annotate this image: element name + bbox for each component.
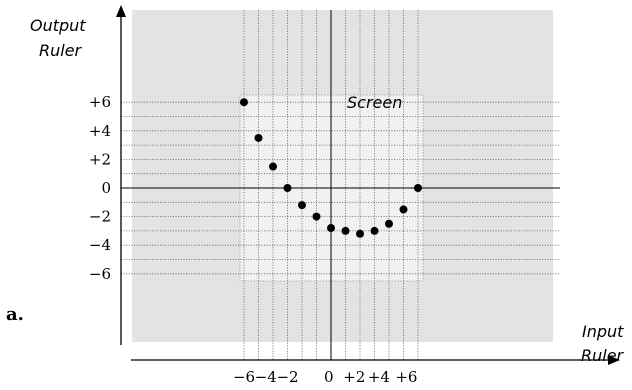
panel-label: a. — [6, 304, 24, 325]
y-tick-label: 0 — [101, 179, 111, 197]
input-axis-arrow — [608, 355, 620, 365]
data-points — [240, 98, 422, 238]
data-point — [414, 184, 422, 192]
y-tick-label: +2 — [89, 150, 111, 168]
data-point — [298, 201, 306, 210]
output-axis-arrow — [116, 5, 126, 17]
y-tick-label: −6 — [89, 265, 111, 283]
output-axis-label-line2: Ruler — [39, 41, 83, 60]
x-tick-label: −2 — [276, 368, 298, 386]
data-point — [327, 224, 335, 233]
x-tick-labels: −6 −4 −2 0 +2 +4 +6 — [233, 368, 418, 386]
y-tick-label: −2 — [89, 208, 111, 226]
data-point — [341, 226, 350, 235]
data-point — [399, 205, 408, 214]
data-point — [269, 162, 277, 171]
horizontal-grid — [121, 101, 560, 275]
input-axis-label-line1: Input — [582, 322, 624, 341]
data-point — [254, 133, 263, 142]
x-tick-label: −4 — [255, 368, 277, 386]
input-axis-label-line2: Ruler — [581, 346, 625, 365]
x-tick-label: −6 — [233, 368, 255, 386]
screen-label: Screen — [347, 93, 402, 112]
y-tick-label: +4 — [89, 122, 111, 140]
data-point — [356, 229, 364, 238]
x-tick-label: 0 — [324, 368, 334, 386]
y-tick-labels: +6 +4 +2 0 −2 −4 −6 — [89, 93, 111, 283]
x-tick-label: +2 — [343, 368, 365, 386]
data-point — [385, 219, 393, 228]
data-point — [240, 98, 248, 107]
x-tick-label: +4 — [368, 368, 390, 386]
output-axis-label-line1: Output — [30, 16, 86, 35]
data-point — [312, 212, 321, 221]
y-tick-label: +6 — [89, 93, 111, 111]
y-tick-label: −4 — [89, 236, 111, 254]
x-tick-label: +6 — [395, 368, 417, 386]
data-point — [283, 184, 292, 192]
data-point — [370, 226, 379, 235]
